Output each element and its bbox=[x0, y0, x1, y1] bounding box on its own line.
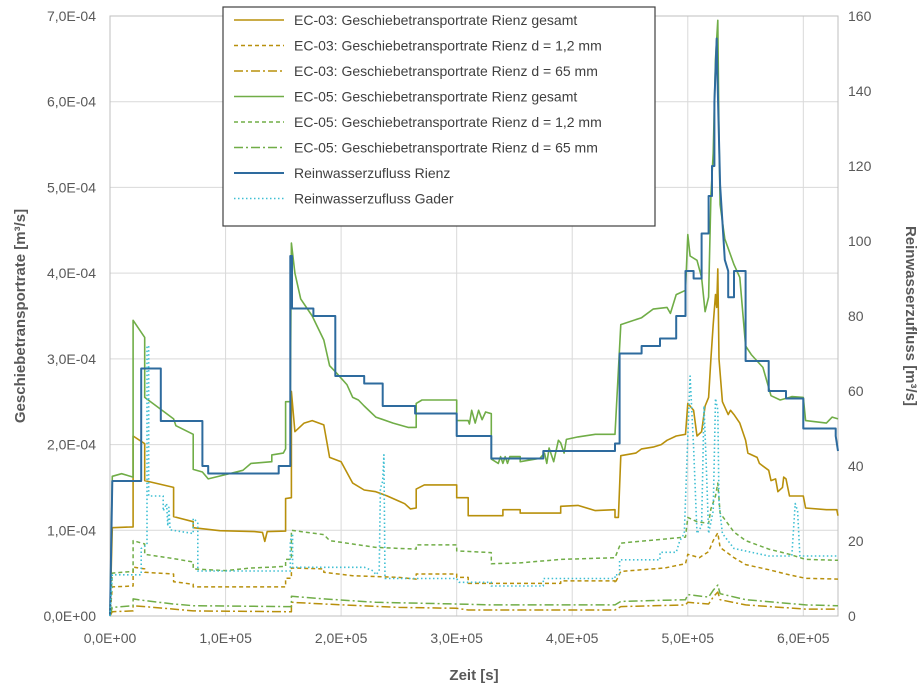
x-tick-label: 0,0E+00 bbox=[84, 630, 137, 646]
series-line-3 bbox=[109, 591, 838, 617]
legend-box bbox=[222, 6, 656, 227]
y-tick-label: 3,0E-04 bbox=[47, 351, 96, 367]
legend-label-5: EC-05: Geschiebetransportrate Rienz d = … bbox=[294, 114, 602, 130]
y-tick-label: 6,0E-04 bbox=[47, 94, 96, 110]
y2-tick-labels: 0 20 40 60 80 100 120 140 160 bbox=[848, 8, 872, 624]
y-tick-label: 0,0E+00 bbox=[43, 608, 96, 624]
y-tick-label: 4,0E-04 bbox=[47, 265, 96, 281]
y-axis-label: Geschiebetransportrate [m³/s] bbox=[12, 209, 29, 423]
y-tick-label: 2,0E-04 bbox=[47, 437, 96, 453]
legend-label-2: EC-03: Geschiebetransportrate Rienz d = … bbox=[294, 38, 602, 54]
series-line-5 bbox=[109, 482, 839, 617]
legend-label-7: Reinwasserzufluss Rienz bbox=[294, 165, 450, 181]
y-tick-label: 7,0E-04 bbox=[47, 8, 96, 24]
series-line-1 bbox=[109, 268, 839, 617]
y2-tick-label: 80 bbox=[848, 308, 864, 324]
x-axis-label: Zeit [s] bbox=[449, 667, 498, 684]
x-tick-label: 4,0E+05 bbox=[546, 630, 599, 646]
series-line-7 bbox=[109, 37, 839, 617]
y2-tick-label: 0 bbox=[848, 608, 856, 624]
x-tick-label: 1,0E+05 bbox=[199, 630, 252, 646]
legend-label-6: EC-05: Geschiebetransportrate Rienz d = … bbox=[294, 140, 598, 156]
legend-label-4: EC-05: Geschiebetransportrate Rienz gesa… bbox=[294, 89, 577, 105]
y-tick-labels: 0,0E+00 1,0E-04 2,0E-04 3,0E-04 4,0E-04 5,0E-… bbox=[43, 8, 96, 624]
y-tick-label: 1,0E-04 bbox=[47, 522, 96, 538]
y2-tick-label: 100 bbox=[848, 233, 872, 249]
legend-label-3: EC-03: Geschiebetransportrate Rienz d = … bbox=[294, 63, 598, 79]
y2-tick-label: 20 bbox=[848, 533, 864, 549]
legend-label-1: EC-03: Geschiebetransportrate Rienz gesa… bbox=[294, 12, 577, 28]
y2-tick-label: 140 bbox=[848, 83, 872, 99]
series-lines bbox=[109, 19, 839, 617]
legend: EC-03: Geschiebetransportrate Rienz gesa… bbox=[222, 6, 656, 227]
x-tick-label: 2,0E+05 bbox=[315, 630, 368, 646]
x-tick-label: 6,0E+05 bbox=[777, 630, 830, 646]
x-tick-label: 3,0E+05 bbox=[430, 630, 483, 646]
y2-axis-label: Reinwasserzufluss [m³/s] bbox=[902, 226, 919, 406]
y2-tick-label: 40 bbox=[848, 458, 864, 474]
series-line-8 bbox=[109, 345, 838, 617]
y2-tick-label: 160 bbox=[848, 8, 872, 24]
y2-tick-label: 120 bbox=[848, 158, 872, 174]
x-tick-label: 5,0E+05 bbox=[662, 630, 715, 646]
series-line-6 bbox=[109, 584, 839, 617]
legend-label-8: Reinwasserzufluss Gader bbox=[294, 191, 454, 207]
series-line-4 bbox=[109, 19, 839, 617]
y2-tick-label: 60 bbox=[848, 383, 864, 399]
series-line-2 bbox=[109, 532, 839, 617]
x-tick-labels: 0,0E+00 1,0E+05 2,0E+05 3,0E+05 4,0E+05 5,0E+… bbox=[84, 630, 830, 646]
y-tick-label: 5,0E-04 bbox=[47, 179, 96, 195]
